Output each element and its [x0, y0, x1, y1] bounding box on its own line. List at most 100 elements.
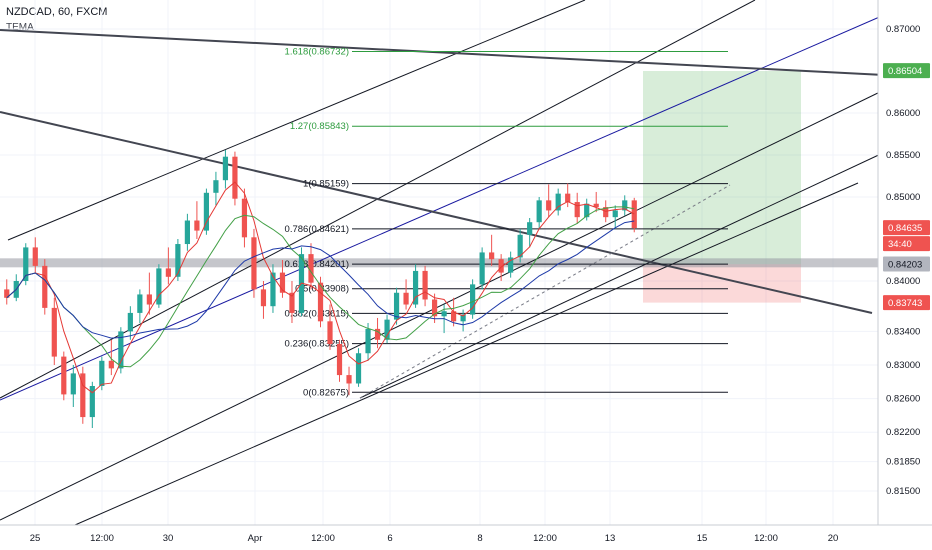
- candle-body: [565, 193, 571, 203]
- price-tag: [883, 220, 930, 236]
- candle-body: [232, 156, 238, 199]
- price-axis: 0.87000 0.86000 0.85500 0.85000 0.84000 0.834…: [877, 0, 932, 550]
- candle-body: [251, 237, 257, 290]
- candle-body: [384, 319, 390, 340]
- candle-body: [470, 284, 476, 315]
- candle-body: [42, 265, 48, 308]
- candle-body: [279, 272, 286, 293]
- candle-body: [346, 375, 352, 384]
- candle-body: [118, 331, 124, 369]
- time-tick-label: 12:00: [754, 533, 778, 544]
- candle-body: [194, 220, 200, 231]
- price-tick-label: 0.82200: [886, 427, 920, 438]
- candle-body: [70, 373, 76, 395]
- candle-body: [127, 312, 133, 332]
- candle-body: [355, 353, 362, 384]
- price-tag-label: 0.84203: [888, 259, 922, 270]
- trend-line: [0, 111, 873, 314]
- price-tick-label: 0.83000: [886, 360, 920, 371]
- candle-body: [498, 259, 504, 273]
- candle-body: [4, 289, 10, 298]
- candle-body: [270, 272, 276, 307]
- candle-body: [403, 292, 409, 305]
- candle-body: [99, 360, 105, 386]
- price-tick-label: 0.83400: [886, 326, 920, 337]
- candle-body: [612, 210, 618, 218]
- profit-zone: [643, 71, 801, 265]
- candle-body: [517, 234, 523, 258]
- candle-body: [508, 257, 514, 273]
- trend-line: [359, 151, 886, 399]
- fib-level-label: 0.618(0.84201): [285, 259, 349, 270]
- time-axis-bg: [0, 525, 932, 550]
- time-tick-label: 25: [30, 533, 41, 544]
- trend-lines: [0, 0, 886, 526]
- price-tick-label: 0.85500: [886, 150, 920, 161]
- candle-body: [222, 156, 229, 181]
- candle-body: [317, 282, 324, 322]
- candle-body: [460, 314, 466, 322]
- candle-body: [156, 268, 162, 305]
- fib-level-label: 0.236(0.83255): [285, 339, 349, 350]
- price-tag: [883, 295, 930, 311]
- price-tick-label: 0.85000: [886, 192, 920, 203]
- time-tick-label: 20: [828, 533, 839, 544]
- candle-body: [213, 180, 219, 193]
- candle-body: [327, 321, 333, 344]
- position-zones: [0, 71, 878, 303]
- fib-trend-line: [359, 184, 731, 399]
- candle-body: [631, 200, 637, 229]
- price-tick-label: 0.81850: [886, 457, 920, 468]
- candle-body: [431, 299, 438, 317]
- price-tag-label: 0.84635: [888, 223, 922, 234]
- candle-body: [137, 294, 143, 313]
- price-tag-label: 0.86504: [888, 66, 922, 77]
- candle-body: [203, 192, 210, 231]
- price-tick-label: 0.84000: [886, 276, 920, 287]
- moving-averages: [6, 181, 635, 394]
- symbol-title: NZDCAD, 60, FXCM: [6, 6, 108, 18]
- price-tick-label: 0.87000: [886, 24, 920, 35]
- time-tick-label: Apr: [248, 533, 263, 544]
- candle-body: [89, 386, 95, 418]
- candle-body: [61, 356, 67, 395]
- candle-body: [593, 203, 599, 208]
- candle-body: [289, 292, 295, 313]
- candle-body: [23, 247, 29, 281]
- fib-level-label: 1.618(0.86732): [285, 47, 349, 58]
- candle-body: [165, 268, 171, 277]
- fib-level-label: 0(0.82675): [303, 387, 349, 398]
- fib-level-label: 0.786(0.84621): [285, 224, 349, 235]
- candle-body: [260, 289, 267, 307]
- candle-body: [584, 203, 590, 218]
- loss-zone: [643, 264, 801, 303]
- candle-body: [308, 254, 314, 283]
- candle-body: [374, 328, 381, 340]
- candle-body: [422, 270, 428, 300]
- price-tags: 0.86504 0.84635 34:40 0.84203 0.83743: [883, 63, 930, 311]
- trend-line: [0, 89, 885, 521]
- trend-line: [74, 182, 859, 526]
- price-tag: [883, 236, 930, 252]
- candle-body: [489, 252, 495, 260]
- candle-body: [441, 311, 447, 317]
- candle-body: [336, 344, 343, 376]
- candle-body: [536, 200, 542, 223]
- price-tag-label: 0.83743: [888, 298, 922, 309]
- trend-line: [0, 29, 885, 76]
- ma-green: [6, 206, 635, 368]
- time-tick-label: 12:00: [311, 533, 335, 544]
- candle-body: [241, 198, 248, 238]
- candles: [4, 149, 637, 428]
- price-tag: [883, 63, 930, 79]
- time-tick-label: 12:00: [533, 533, 557, 544]
- candle-body: [603, 207, 609, 218]
- ma-red: [6, 181, 635, 394]
- candle-body: [527, 222, 533, 235]
- time-tick-label: 8: [477, 533, 482, 544]
- indicator-label: TEMA: [6, 22, 34, 33]
- candle-body: [451, 311, 457, 322]
- fib-level-label: 1(0.85159): [303, 179, 349, 190]
- time-tick-label: 30: [163, 533, 174, 544]
